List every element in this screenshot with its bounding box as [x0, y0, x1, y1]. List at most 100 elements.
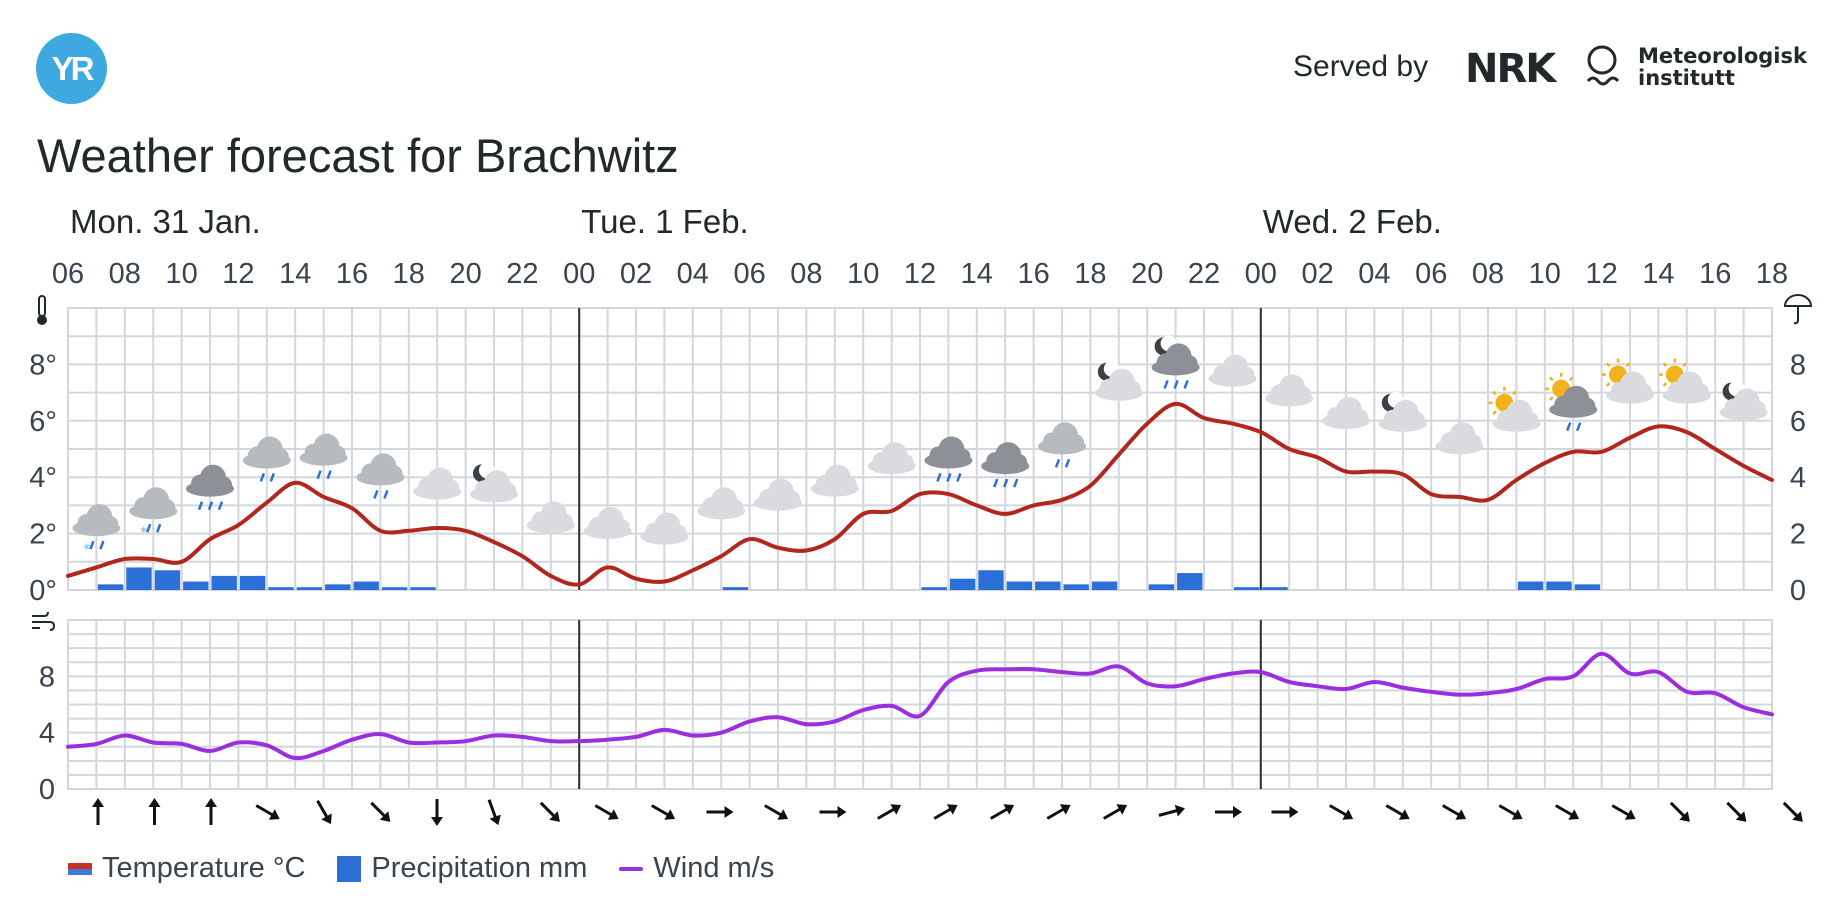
wind-direction-arrow: [1782, 801, 1803, 822]
wind-direction-arrow: [1385, 804, 1410, 820]
cloud-puff: [1124, 380, 1141, 397]
cloud-moon-icon: [1094, 360, 1143, 401]
met-institute-icon: [1586, 45, 1620, 86]
cloud-icon: [810, 464, 859, 497]
cloud-icon: [583, 506, 632, 539]
precipitation-bar: [1262, 587, 1288, 590]
umbrella-canopy: [1783, 294, 1813, 307]
day-label: Tue. 1 Feb.: [581, 203, 749, 240]
arrow-head: [205, 798, 217, 807]
wind-direction-arrow: [1158, 804, 1186, 817]
cloud-puff: [556, 513, 573, 530]
precipitation-bar: [1063, 584, 1089, 590]
arrow-head: [148, 798, 161, 807]
cloud-puff: [216, 476, 232, 493]
wind-direction-arrow: [706, 806, 734, 818]
arrow-head: [1289, 806, 1299, 818]
wind-direction-arrow: [539, 801, 560, 822]
arrow-head: [1174, 804, 1186, 817]
precipitation-bar: [921, 587, 947, 590]
precip-axis-label: 2: [1790, 519, 1806, 551]
arrow-head: [1059, 804, 1071, 815]
precipitation-swatch: [337, 855, 362, 882]
wind-icon: [32, 611, 56, 631]
precipitation-bar: [410, 587, 436, 590]
wind-direction-arrow: [933, 804, 958, 820]
cloud-puff: [613, 518, 630, 535]
temp-axis-label: 6°: [29, 406, 57, 438]
rain-drop: [146, 523, 152, 533]
sun-ray: [1605, 382, 1611, 387]
day-label: Mon. 31 Jan.: [70, 203, 261, 240]
cloud-puff: [954, 448, 971, 465]
arrow-head: [321, 813, 332, 825]
rain-drop: [316, 470, 322, 480]
hour-tick-label: 18: [393, 258, 425, 290]
cloud-puff: [1181, 355, 1198, 372]
wind-direction-arrow: [594, 804, 619, 820]
wind-swatch: [619, 866, 644, 871]
hour-tick-label: 06: [52, 258, 84, 290]
cloud-puff: [1749, 400, 1766, 417]
arrow-head: [1003, 804, 1015, 815]
cloud-moon-icon: [1719, 380, 1768, 421]
cloud-sleet-icon: *: [129, 487, 178, 541]
cloud-rain-icon: [1038, 422, 1086, 468]
precip-axis-label: 6: [1790, 406, 1806, 438]
cloud-icon: [1265, 374, 1314, 407]
precipitation-bar: [1517, 581, 1544, 590]
wind-direction-arrow: [876, 804, 902, 820]
wind-direction-arrow: [650, 804, 676, 820]
rain-drop: [217, 501, 224, 511]
hour-tick-label: 14: [279, 258, 311, 290]
legend-precipitation: Precipitation mm: [337, 852, 587, 885]
cloud-puff: [1522, 411, 1539, 428]
met-name-line2: institutt: [1638, 66, 1735, 90]
precipitation-bar: [239, 575, 266, 590]
met-institute-logo[interactable]: Meteorologisk institutt: [1638, 45, 1807, 89]
rain-drop: [259, 473, 265, 482]
wind-direction-arrow: [1726, 801, 1747, 822]
rain-drop: [1064, 458, 1071, 468]
wind-direction-arrow: [370, 801, 391, 822]
rain-drop: [1003, 478, 1009, 488]
wind-direction-arrow: [1102, 804, 1128, 820]
wind-direction-arrow: [316, 799, 332, 825]
precip-axis-label: 0: [1790, 575, 1806, 607]
partly-sunny-icon: [1488, 386, 1541, 432]
cloud-rain-icon: [356, 453, 405, 499]
hour-tick-label: 10: [847, 258, 879, 290]
precipitation-bar: [978, 570, 1004, 590]
cloud-moon-icon: [470, 462, 518, 503]
precip-axis-label: 4: [1790, 462, 1806, 494]
rain-drop: [99, 540, 105, 550]
nrk-logo[interactable]: NRK: [1465, 46, 1556, 92]
rain-drop: [373, 489, 379, 499]
cloud-puff: [840, 476, 857, 493]
cloud-puff: [784, 490, 800, 507]
precipitation-bar: [1574, 584, 1601, 590]
wind-direction-arrow: [148, 798, 161, 825]
snowflake-icon: *: [83, 542, 90, 558]
hour-tick-label: 16: [1699, 258, 1731, 290]
sun-ray: [1625, 362, 1631, 367]
rain-drop: [946, 473, 952, 482]
cloud-icon: [754, 478, 802, 511]
cloud-moon-icon: [1378, 391, 1427, 432]
precipitation-bar: [1035, 581, 1061, 590]
cloud-puff: [329, 445, 346, 462]
arrow-head: [607, 809, 619, 820]
hour-tick-label: 20: [449, 258, 481, 290]
wind-direction-arrow: [819, 806, 847, 818]
wind-direction-arrow: [1498, 804, 1523, 820]
sun-ray: [1662, 382, 1668, 387]
yr-logo[interactable]: YR: [36, 33, 107, 104]
cloud-puff: [897, 454, 914, 471]
hour-tick-label: 08: [1472, 258, 1504, 290]
thermometer-body: [38, 295, 46, 317]
rain-drop: [1183, 379, 1189, 389]
hour-tick-label: 02: [620, 258, 652, 290]
wind-direction-arrow: [1669, 801, 1690, 822]
wind-direction-arrow: [431, 799, 443, 826]
